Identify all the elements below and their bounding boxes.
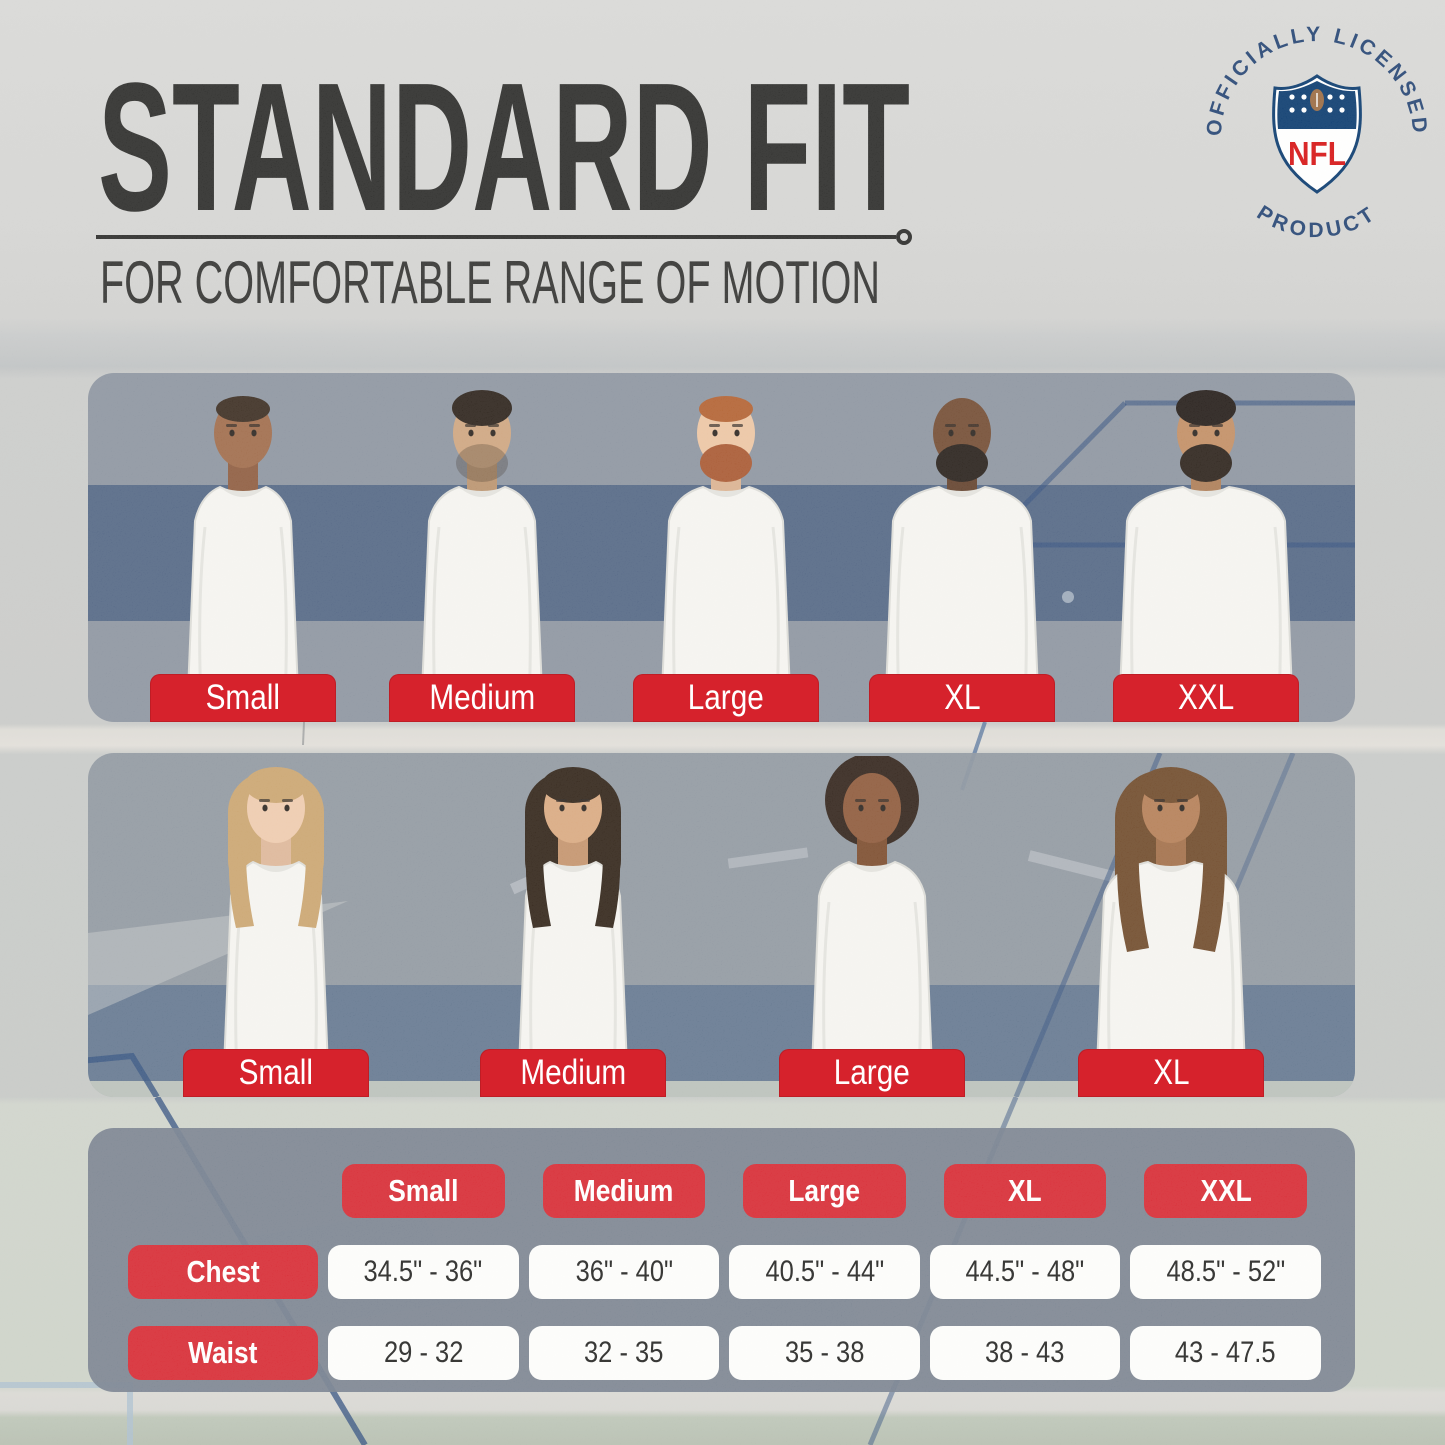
size-table-corner-cell	[128, 1164, 318, 1218]
model-photo-women-large	[722, 753, 1022, 1097]
women-size-label-xl: XL	[1078, 1049, 1264, 1097]
women-sizes-panel: Small Medium Large XL	[88, 753, 1355, 1097]
size-table-panel: Small Medium Large XL XXL Chest 34.5" - …	[88, 1128, 1355, 1392]
size-table-header-small: Small	[342, 1164, 505, 1218]
men-size-label-small: Small	[150, 674, 336, 722]
women-size-label-small: Small	[183, 1049, 369, 1097]
chest-value-xl: 44.5" - 48"	[929, 1245, 1121, 1299]
waist-value-small: 29 - 32	[328, 1326, 519, 1380]
women-size-label-medium: Medium	[480, 1049, 666, 1097]
waist-value-xxl: 43 - 47.5	[1130, 1326, 1321, 1380]
nfl-licensed-badge: OFFICIALLY LICENSED PRODUCT NFL	[1203, 23, 1428, 242]
men-size-label-medium: Medium	[389, 674, 575, 722]
size-table-row-label-waist: Waist	[128, 1326, 318, 1380]
title-underline	[96, 235, 896, 239]
badge-arc-bottom-text: PRODUCT	[1253, 201, 1382, 242]
model-photo-men-xxl	[1056, 381, 1355, 722]
chest-value-small: 34.5" - 36"	[328, 1245, 519, 1299]
size-table-row-label-chest: Chest	[128, 1245, 318, 1299]
model-photo-women-medium	[423, 756, 723, 1097]
title-underline-dot	[896, 229, 912, 245]
size-table-header-medium: Medium	[542, 1164, 706, 1218]
page-subtitle-wrap: FOR COMFORTABLE RANGE OF MOTION	[100, 256, 880, 310]
page-subtitle: FOR COMFORTABLE RANGE OF MOTION	[100, 256, 880, 310]
nfl-shield-icon: NFL	[1272, 74, 1362, 194]
size-table-header-xl: XL	[943, 1164, 1107, 1218]
chest-value-xxl: 48.5" - 52"	[1130, 1245, 1321, 1299]
page-title: STANDARD FIT	[98, 74, 910, 216]
men-size-label-xl: XL	[869, 674, 1055, 722]
chest-value-medium: 36" - 40"	[528, 1245, 720, 1299]
chest-value-large: 40.5" - 44"	[729, 1245, 920, 1299]
size-table-header-large: Large	[743, 1164, 906, 1218]
women-size-label-large: Large	[779, 1049, 965, 1097]
size-table: Small Medium Large XL XXL Chest 34.5" - …	[88, 1128, 1355, 1392]
page-title-wrap: STANDARD FIT	[98, 74, 910, 216]
model-photo-women-small	[126, 756, 426, 1097]
men-size-label-large: Large	[633, 674, 819, 722]
men-size-label-xxl: XXL	[1113, 674, 1299, 722]
nfl-logo-text: NFL	[1288, 135, 1346, 172]
model-photo-women-xl	[1021, 756, 1321, 1097]
waist-value-xl: 38 - 43	[929, 1326, 1121, 1380]
size-table-header-xxl: XXL	[1144, 1164, 1307, 1218]
men-sizes-panel: Small Medium Large XL XXL	[88, 373, 1355, 722]
waist-value-large: 35 - 38	[729, 1326, 920, 1380]
waist-value-medium: 32 - 35	[528, 1326, 720, 1380]
